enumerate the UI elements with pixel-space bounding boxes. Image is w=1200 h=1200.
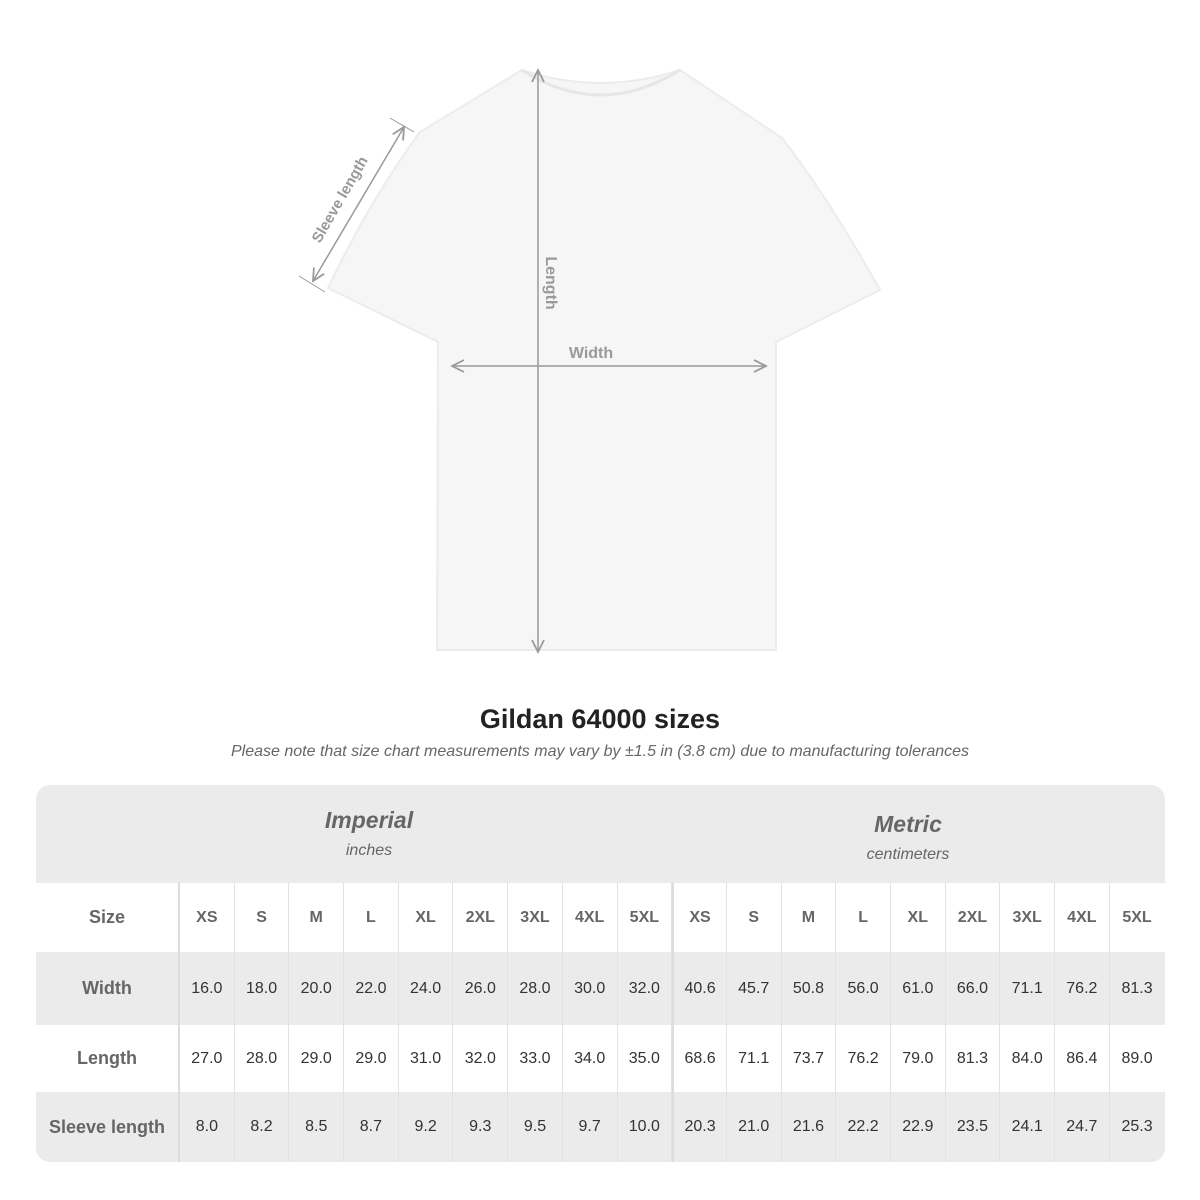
value-cell: 22.2: [836, 1092, 891, 1162]
metric-group: Metric centimeters: [672, 811, 1144, 864]
width-label: Width: [569, 345, 613, 362]
size-header-cell: XL: [399, 883, 454, 952]
size-header-cell: XL: [891, 883, 946, 952]
value-cell: 31.0: [399, 1025, 454, 1092]
size-header-cell: 5XL: [618, 883, 673, 952]
value-cell: 73.7: [782, 1025, 837, 1092]
value-cell: 32.0: [618, 952, 673, 1025]
size-header-cell: L: [836, 883, 891, 952]
value-cell: 34.0: [563, 1025, 618, 1092]
size-header-cell: 5XL: [1122, 908, 1152, 926]
value-cell: 56.0: [836, 952, 891, 1025]
table-row: Sleeve length 8.0 8.2 8.5 8.7 9.2 9.3 9.5 9.7 10.…: [36, 1092, 1165, 1162]
value-cell: 24.0: [399, 952, 454, 1025]
value-cell: 9.2: [399, 1092, 454, 1162]
value-cell: 9.7: [563, 1092, 618, 1162]
value-cell: 76.2: [836, 1025, 891, 1092]
value-cell: 16.0: [180, 952, 235, 1025]
size-header-cell: XS: [672, 883, 727, 952]
value-cell: 32.0: [453, 1025, 509, 1092]
imperial-group: Imperial inches: [180, 807, 558, 860]
size-header-cell: M: [782, 883, 837, 952]
value-cell: 76.2: [1055, 952, 1110, 1025]
value-cell: 18.0: [235, 952, 290, 1025]
value-cell: 79.0: [891, 1025, 946, 1092]
row-label: Size: [36, 883, 180, 952]
size-header-row: Size XS S M L XL 2XL 3XL 4XL 5XL XS S M L XL 2XL 3XL 4XL 5…: [36, 883, 1165, 952]
row-label: Length: [36, 1025, 180, 1092]
value-cell: 28.0: [508, 952, 563, 1025]
row-label: Width: [36, 952, 180, 1025]
value-cell: 24.1: [1000, 1092, 1055, 1162]
size-header-cell: 4XL: [563, 883, 618, 952]
value-cell: 50.8: [782, 952, 837, 1025]
value-cell: 81.3: [1121, 979, 1153, 997]
value-cell: 21.0: [727, 1092, 782, 1162]
value-cell: 25.3: [1121, 1118, 1153, 1135]
value-cell: 40.6: [672, 952, 727, 1025]
value-cell: 71.1: [1000, 952, 1055, 1025]
sleeve-tick: [389, 117, 415, 133]
value-cell: 45.7: [727, 952, 782, 1025]
value-cell: 28.0: [235, 1025, 290, 1092]
value-cell: 22.9: [891, 1092, 946, 1162]
value-cell: 84.0: [1000, 1025, 1055, 1092]
chart-title: Gildan 64000 sizes: [479, 704, 721, 734]
size-header-cell: L: [344, 883, 399, 952]
size-header-cell: M: [289, 883, 345, 952]
value-cell: 71.1: [727, 1025, 782, 1092]
value-cell: 8.2: [235, 1092, 290, 1162]
length-label: Length: [542, 256, 559, 309]
metric-title: Metric: [874, 811, 942, 837]
value-cell: 89.0: [1121, 1049, 1153, 1067]
size-header-cell: S: [235, 883, 290, 952]
value-cell: 33.0: [508, 1025, 563, 1092]
size-header-cell: 2XL: [453, 883, 509, 952]
value-cell: 27.0: [180, 1025, 235, 1092]
value-cell: 8.5: [289, 1092, 345, 1162]
value-cell: 30.0: [563, 952, 618, 1025]
value-cell: 29.0: [344, 1025, 399, 1092]
tolerance-note: Please note that size chart measurements…: [230, 743, 970, 760]
value-cell: 23.5: [946, 1092, 1001, 1162]
value-cell: 9.3: [453, 1092, 509, 1162]
value-cell: 20.3: [672, 1092, 727, 1162]
table-header: Imperial inches Metric centimeters: [36, 785, 1165, 883]
value-cell: 21.6: [782, 1092, 837, 1162]
table-row: Length 27.0 28.0 29.0 29.0 31.0 32.0 33.0 34.0 35…: [36, 1025, 1165, 1092]
row-label: Sleeve length: [36, 1092, 180, 1162]
value-cell: 81.3: [946, 1025, 1001, 1092]
value-cell: 10.0: [618, 1092, 673, 1162]
value-cell: 61.0: [891, 952, 946, 1025]
value-cell: 9.5: [508, 1092, 563, 1162]
value-cell: 20.0: [289, 952, 345, 1025]
sleeve-tick: [298, 275, 326, 293]
value-cell: 8.0: [180, 1092, 235, 1162]
tshirt-diagram: Sleeve length Length Width: [298, 0, 882, 690]
value-cell: 86.4: [1055, 1025, 1110, 1092]
value-cell: 68.6: [672, 1025, 727, 1092]
value-cell: 66.0: [946, 952, 1001, 1025]
size-header-cell: S: [727, 883, 782, 952]
value-cell: 8.7: [344, 1092, 399, 1162]
size-header-cell: 2XL: [946, 883, 1001, 952]
sleeve-arrow: [313, 127, 404, 281]
size-header-cell: 4XL: [1055, 883, 1110, 952]
size-table: Imperial inches Metric centimeters Size X…: [36, 785, 1165, 1162]
size-header-cell: XS: [180, 883, 235, 952]
value-cell: 35.0: [618, 1025, 673, 1092]
value-cell: 29.0: [289, 1025, 345, 1092]
size-header-cell: 3XL: [1000, 883, 1055, 952]
metric-unit: centimeters: [866, 846, 950, 863]
value-cell: 26.0: [453, 952, 509, 1025]
table-row: Width 16.0 18.0 20.0 22.0 24.0 26.0 28.0 30.0 32.…: [36, 952, 1165, 1025]
imperial-unit: inches: [345, 842, 393, 859]
value-cell: 22.0: [344, 952, 399, 1025]
size-header-cell: 3XL: [508, 883, 563, 952]
value-cell: 24.7: [1055, 1092, 1110, 1162]
imperial-title: Imperial: [324, 807, 414, 833]
